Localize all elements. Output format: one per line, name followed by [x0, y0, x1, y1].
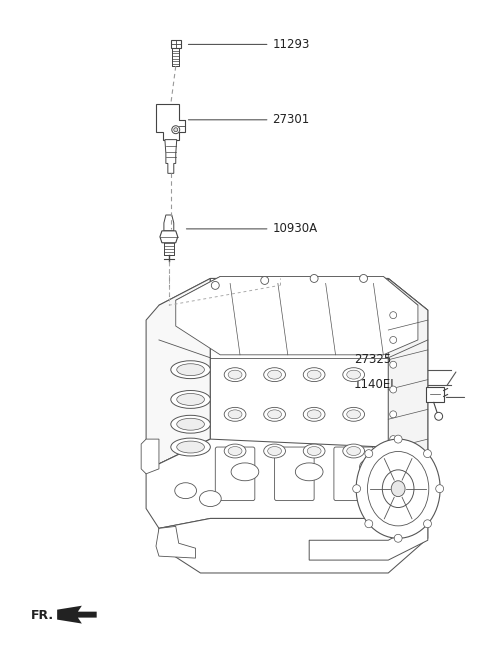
- Text: 27301: 27301: [273, 113, 310, 127]
- Ellipse shape: [343, 368, 364, 382]
- Ellipse shape: [264, 368, 286, 382]
- Circle shape: [310, 274, 318, 282]
- FancyBboxPatch shape: [216, 447, 255, 501]
- Ellipse shape: [360, 458, 387, 476]
- Ellipse shape: [307, 370, 321, 379]
- Polygon shape: [141, 439, 159, 474]
- Circle shape: [390, 460, 396, 468]
- Polygon shape: [388, 278, 428, 518]
- Circle shape: [423, 450, 432, 458]
- Ellipse shape: [307, 410, 321, 419]
- Ellipse shape: [171, 390, 210, 408]
- Polygon shape: [146, 439, 428, 528]
- Circle shape: [211, 282, 219, 289]
- Ellipse shape: [347, 370, 360, 379]
- Polygon shape: [159, 278, 428, 322]
- Circle shape: [423, 519, 432, 527]
- Ellipse shape: [224, 444, 246, 458]
- Ellipse shape: [303, 444, 325, 458]
- Circle shape: [390, 436, 396, 443]
- Circle shape: [394, 534, 402, 542]
- Ellipse shape: [177, 394, 204, 406]
- Circle shape: [353, 485, 360, 493]
- Ellipse shape: [224, 408, 246, 422]
- Ellipse shape: [171, 361, 210, 378]
- Text: FR.: FR.: [30, 609, 54, 622]
- Circle shape: [172, 126, 180, 134]
- Circle shape: [365, 450, 373, 458]
- Polygon shape: [160, 231, 178, 243]
- Polygon shape: [57, 605, 96, 623]
- Ellipse shape: [228, 446, 242, 456]
- FancyBboxPatch shape: [334, 447, 373, 501]
- Circle shape: [261, 276, 269, 284]
- Ellipse shape: [177, 441, 204, 453]
- Polygon shape: [309, 518, 428, 560]
- Ellipse shape: [307, 446, 321, 456]
- Ellipse shape: [268, 370, 281, 379]
- Ellipse shape: [268, 410, 281, 419]
- Polygon shape: [156, 526, 195, 558]
- Ellipse shape: [264, 408, 286, 422]
- Ellipse shape: [343, 444, 364, 458]
- Circle shape: [174, 128, 178, 132]
- Ellipse shape: [368, 452, 429, 526]
- Ellipse shape: [224, 368, 246, 382]
- Polygon shape: [159, 278, 428, 518]
- Ellipse shape: [231, 463, 259, 481]
- Ellipse shape: [303, 368, 325, 382]
- Ellipse shape: [383, 470, 414, 507]
- Circle shape: [394, 435, 402, 443]
- Ellipse shape: [264, 444, 286, 458]
- Ellipse shape: [171, 438, 210, 456]
- Polygon shape: [176, 276, 418, 355]
- Ellipse shape: [295, 463, 323, 481]
- Ellipse shape: [171, 416, 210, 433]
- Ellipse shape: [347, 410, 360, 419]
- Polygon shape: [164, 215, 174, 231]
- Polygon shape: [165, 140, 177, 173]
- Ellipse shape: [343, 408, 364, 422]
- Ellipse shape: [177, 418, 204, 430]
- Polygon shape: [146, 278, 210, 464]
- Ellipse shape: [177, 364, 204, 376]
- Circle shape: [390, 336, 396, 344]
- FancyBboxPatch shape: [171, 41, 180, 49]
- Circle shape: [435, 412, 443, 420]
- Circle shape: [436, 485, 444, 493]
- Circle shape: [390, 361, 396, 368]
- FancyBboxPatch shape: [275, 447, 314, 501]
- FancyBboxPatch shape: [426, 386, 444, 402]
- Ellipse shape: [228, 370, 242, 379]
- Ellipse shape: [228, 410, 242, 419]
- Ellipse shape: [303, 408, 325, 422]
- Circle shape: [390, 312, 396, 318]
- Polygon shape: [176, 276, 418, 318]
- Ellipse shape: [200, 491, 221, 507]
- Ellipse shape: [175, 483, 196, 499]
- Ellipse shape: [356, 439, 440, 538]
- Polygon shape: [159, 489, 428, 573]
- Text: 11293: 11293: [273, 38, 310, 51]
- Text: 27325: 27325: [354, 353, 391, 366]
- Ellipse shape: [268, 446, 281, 456]
- Circle shape: [390, 386, 396, 393]
- Circle shape: [365, 519, 373, 527]
- Ellipse shape: [347, 446, 360, 456]
- Circle shape: [360, 274, 368, 282]
- Ellipse shape: [391, 481, 405, 497]
- Text: 1140EJ: 1140EJ: [354, 378, 394, 391]
- Circle shape: [390, 411, 396, 418]
- Text: 10930A: 10930A: [273, 222, 318, 235]
- Polygon shape: [156, 104, 185, 140]
